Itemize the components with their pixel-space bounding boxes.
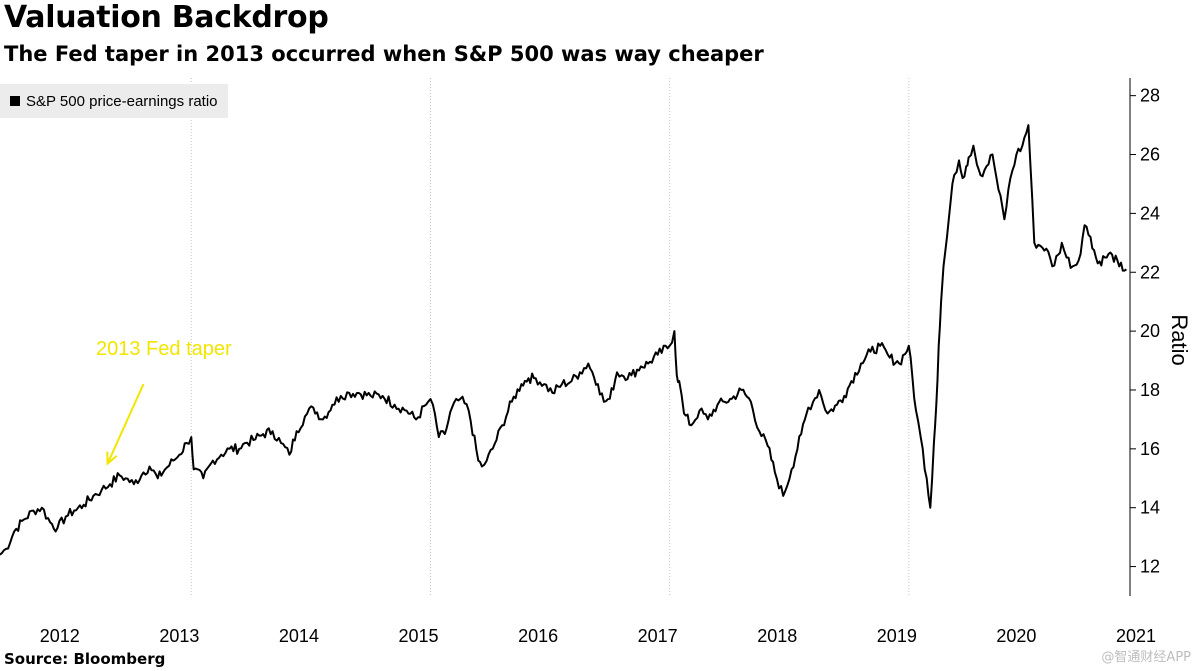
- x-tick-label-2020: 2020: [996, 626, 1036, 646]
- x-tick-label-2012: 2012: [40, 626, 80, 646]
- y-tick-label-22: 22: [1140, 262, 1160, 282]
- axis-layer: 12 14 16 18 20 22 24 26 28 2012 2013 2014 2015 2016 20…: [40, 78, 1192, 646]
- y-tick-label-24: 24: [1140, 203, 1160, 223]
- x-tick-label-2017: 2017: [638, 626, 678, 646]
- source-note: Source: Bloomberg: [4, 650, 166, 668]
- x-tick-label-2021: 2021: [1116, 626, 1156, 646]
- annotation-arrow-head-0: [106, 451, 118, 466]
- x-tick-label-2018: 2018: [757, 626, 797, 646]
- x-tick-label-2014: 2014: [279, 626, 319, 646]
- annotation-fed-taper-label: 2013 Fed taper: [96, 338, 232, 360]
- watermark: @智通财经APP: [1101, 650, 1191, 665]
- legend-swatch: [10, 96, 20, 106]
- series-line-0: [0, 124, 1127, 556]
- y-tick-label-18: 18: [1140, 380, 1160, 400]
- legend: S&P 500 price-earnings ratio: [0, 84, 228, 118]
- annotation-layer: [106, 383, 145, 466]
- y-tick-label-28: 28: [1140, 86, 1160, 106]
- chart-title: Valuation Backdrop: [4, 0, 329, 35]
- y-axis-label: Ratio: [1167, 314, 1192, 365]
- y-tick-label-12: 12: [1140, 557, 1160, 577]
- legend-label: S&P 500 price-earnings ratio: [26, 92, 218, 110]
- annotation-arrow-line-0: [106, 383, 145, 464]
- grid-layer: [190, 78, 910, 596]
- y-tick-label-16: 16: [1140, 439, 1160, 459]
- x-tick-label-2016: 2016: [518, 626, 558, 646]
- series-layer: [0, 124, 1127, 556]
- y-tick-label-26: 26: [1140, 145, 1160, 165]
- chart-subtitle: The Fed taper in 2013 occurred when S&P …: [4, 42, 764, 66]
- x-tick-label-2013: 2013: [159, 626, 199, 646]
- y-tick-label-20: 20: [1140, 321, 1160, 341]
- y-tick-label-14: 14: [1140, 498, 1160, 518]
- x-tick-label-2019: 2019: [877, 626, 917, 646]
- x-tick-label-2015: 2015: [398, 626, 438, 646]
